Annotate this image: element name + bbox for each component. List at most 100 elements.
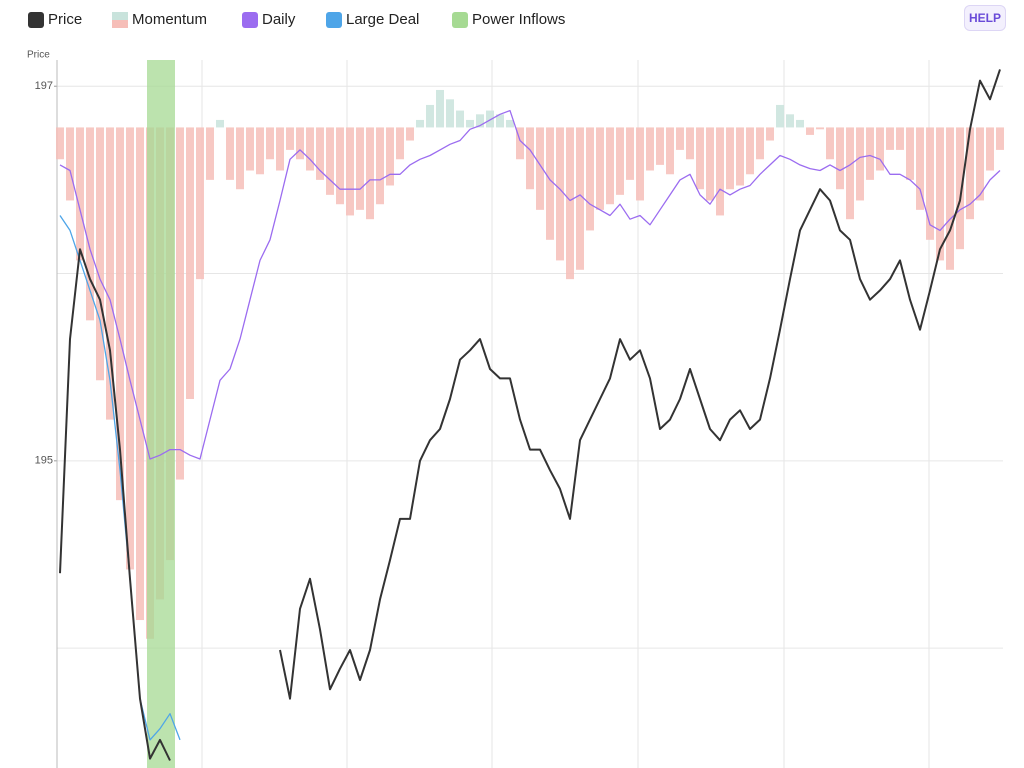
- momentum-bar: [276, 127, 284, 171]
- legend-label: Large Deal: [346, 11, 419, 28]
- momentum-bar: [536, 127, 544, 210]
- legend-swatch: [112, 12, 128, 20]
- momentum-bar: [86, 127, 94, 321]
- momentum-bar: [946, 127, 954, 270]
- momentum-bar: [556, 127, 564, 261]
- momentum-bar: [466, 119, 474, 128]
- momentum-bar: [206, 127, 214, 180]
- momentum-bar: [596, 127, 604, 210]
- momentum-bar: [366, 127, 374, 220]
- momentum-bar: [246, 127, 254, 171]
- help-button[interactable]: HELP: [964, 5, 1006, 31]
- legend-swatch: [452, 12, 468, 28]
- momentum-bar: [376, 127, 384, 205]
- momentum-bar: [836, 127, 844, 190]
- momentum-bar: [486, 110, 494, 128]
- momentum-bar: [706, 127, 714, 201]
- momentum-bar: [346, 127, 354, 216]
- momentum-bar: [226, 127, 234, 180]
- momentum-bar: [426, 104, 434, 128]
- y-axis-label: Price: [27, 50, 50, 61]
- legend-swatch: [242, 12, 258, 28]
- momentum-bar: [866, 127, 874, 180]
- momentum-bar: [386, 127, 394, 186]
- momentum-bar: [136, 127, 144, 621]
- momentum-bar: [846, 127, 854, 220]
- y-tick-label: 197: [35, 80, 53, 92]
- momentum-bar: [326, 127, 334, 195]
- momentum-bar: [616, 127, 624, 195]
- momentum-bar: [476, 114, 484, 128]
- momentum-bar: [116, 127, 124, 501]
- momentum-bar: [56, 127, 64, 160]
- momentum-bar: [986, 127, 994, 171]
- momentum-bar: [286, 127, 294, 150]
- momentum-bar: [186, 127, 194, 400]
- momentum-bar: [976, 127, 984, 201]
- momentum-bar: [356, 127, 364, 210]
- momentum-bar: [756, 127, 764, 160]
- momentum-bar: [496, 114, 504, 128]
- momentum-bar: [526, 127, 534, 190]
- momentum-bar: [566, 127, 574, 280]
- momentum-bar: [826, 127, 834, 160]
- momentum-bar: [256, 127, 264, 175]
- momentum-bar: [106, 127, 114, 420]
- momentum-bar: [296, 127, 304, 160]
- momentum-bar: [266, 127, 274, 160]
- momentum-bar: [936, 127, 944, 261]
- momentum-bar: [926, 127, 934, 240]
- momentum-bar: [806, 127, 814, 135]
- legend-label: Price: [48, 11, 82, 28]
- line-large-deal: [59, 215, 181, 741]
- momentum-bar: [406, 127, 414, 141]
- momentum-bar: [436, 89, 444, 128]
- momentum-bar: [516, 127, 524, 160]
- momentum-bar: [666, 127, 674, 175]
- momentum-bar: [546, 127, 554, 240]
- momentum-bar: [586, 127, 594, 231]
- momentum-bar: [816, 127, 824, 130]
- momentum-bar: [956, 127, 964, 250]
- momentum-bar: [856, 127, 864, 201]
- momentum-bar: [96, 127, 104, 381]
- momentum-bar: [76, 127, 84, 261]
- legend-label: Power Inflows: [472, 11, 565, 28]
- momentum-bar: [446, 99, 454, 128]
- legend-swatch: [326, 12, 342, 28]
- momentum-bar: [656, 127, 664, 165]
- legend-label: Daily: [262, 11, 296, 28]
- y-tick-label: 195: [35, 455, 53, 467]
- momentum-bar: [606, 127, 614, 205]
- line-price: [59, 69, 1001, 761]
- legend-swatch: [112, 20, 128, 28]
- momentum-bar: [716, 127, 724, 216]
- momentum-bar: [636, 127, 644, 201]
- momentum-bar: [726, 127, 734, 190]
- momentum-bar: [196, 127, 204, 280]
- momentum-bar: [306, 127, 314, 171]
- line-daily: [59, 109, 1001, 460]
- momentum-bar: [396, 127, 404, 160]
- momentum-bar: [746, 127, 754, 175]
- momentum-bar: [416, 119, 424, 128]
- momentum-bar: [576, 127, 584, 270]
- momentum-bar: [796, 119, 804, 128]
- momentum-bar: [886, 127, 894, 150]
- momentum-bar: [506, 119, 514, 128]
- momentum-bar: [766, 127, 774, 141]
- momentum-bar: [736, 127, 744, 186]
- momentum-bar: [676, 127, 684, 150]
- legend: Price Momentum Daily Large Deal Power Inflow…: [28, 11, 565, 28]
- momentum-bar: [626, 127, 634, 180]
- momentum-bar: [916, 127, 924, 210]
- momentum-bar: [216, 119, 224, 128]
- momentum-bar: [776, 104, 784, 128]
- momentum-bar: [316, 127, 324, 180]
- legend-swatch: [28, 12, 44, 28]
- momentum-bar: [996, 127, 1004, 150]
- momentum-bar: [236, 127, 244, 190]
- band: [147, 60, 175, 768]
